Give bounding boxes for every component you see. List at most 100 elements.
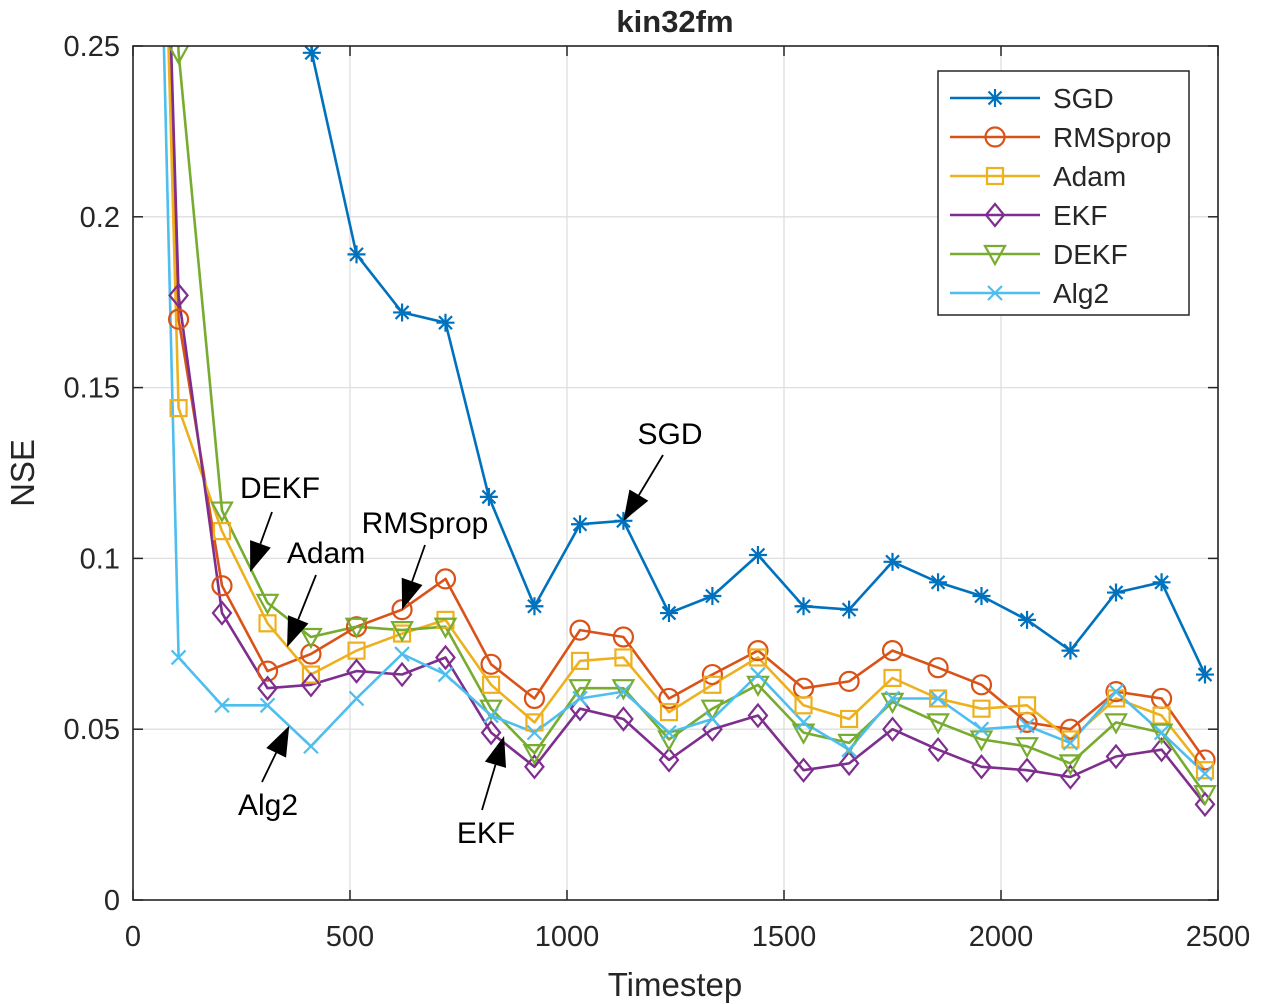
data-point-dekf (522, 744, 547, 766)
annotation-arrow-dekf (259, 511, 273, 545)
data-point-ekf (658, 747, 680, 773)
series-line-ekf (169, 46, 1207, 806)
annotation-label-rmsprop: RMSprop (362, 507, 489, 540)
y-tick-label: 0.05 (64, 714, 120, 746)
data-point-dekf (926, 713, 950, 735)
data-point-ekf (346, 658, 367, 684)
data-point-adam (1195, 761, 1215, 780)
data-point-sgd (929, 573, 948, 592)
data-point-ekf (524, 754, 545, 780)
annotation-arrowhead-adam (287, 615, 309, 648)
data-point-sgd (393, 303, 412, 322)
plot-frame (132, 45, 1219, 901)
data-point-rmsprop (612, 626, 635, 648)
y-tick-label: 0.25 (64, 31, 120, 63)
data-point-alg2 (1108, 683, 1124, 700)
data-point-ekf (211, 600, 233, 626)
data-point-ekf (882, 716, 903, 742)
data-point-adam (169, 398, 188, 418)
data-point-alg2 (526, 724, 543, 741)
data-point-alg2 (973, 721, 990, 737)
y-axis-label: NSE (4, 439, 41, 507)
data-point-rmsprop (1059, 718, 1082, 740)
data-point-dekf (1104, 713, 1128, 735)
data-point-rmsprop (211, 575, 233, 597)
data-point-sgd (794, 597, 813, 616)
legend-marker-sgd (986, 89, 1004, 107)
data-point-sgd (1152, 573, 1171, 592)
data-point-rmsprop (256, 660, 279, 682)
annotation-arrowhead-rmsprop (401, 577, 423, 610)
data-point-alg2 (1197, 765, 1213, 782)
legend-label-adam: Adam (1053, 161, 1126, 192)
data-point-rmsprop (927, 657, 949, 679)
legend-marker-ekf (984, 202, 1006, 228)
data-point-ekf (971, 754, 992, 780)
data-point-dekf (1058, 754, 1083, 776)
data-point-alg2 (1019, 718, 1035, 734)
data-point-sgd (1107, 583, 1126, 602)
data-point-ekf (838, 750, 860, 777)
data-point-dekf (390, 621, 414, 643)
data-point-sgd (302, 46, 321, 62)
legend-box (937, 70, 1190, 316)
annotation-label-ekf: EKF (457, 817, 515, 850)
y-tick-label: 0.15 (64, 373, 120, 405)
data-point-alg2 (884, 690, 901, 707)
data-point-alg2 (259, 697, 276, 714)
series-line-rmsprop (169, 46, 1207, 761)
data-point-adam (525, 713, 544, 732)
data-point-alg2 (170, 649, 187, 666)
data-point-dekf (344, 617, 369, 639)
data-point-alg2 (214, 697, 230, 714)
data-point-rmsprop (747, 640, 769, 662)
annotation-arrowhead-ekf (484, 736, 507, 768)
data-point-dekf (433, 617, 458, 639)
data-point-rmsprop (569, 619, 591, 641)
data-point-sgd (840, 600, 859, 619)
data-point-sgd (972, 586, 991, 605)
data-point-dekf (611, 679, 636, 701)
data-point-sgd (436, 313, 455, 332)
annotation-arrowhead-alg2 (266, 725, 290, 758)
data-point-sgd (703, 586, 722, 605)
data-point-adam (928, 689, 948, 708)
legend-marker-alg2 (987, 285, 1003, 301)
data-point-alg2 (348, 690, 365, 707)
data-point-sgd (571, 515, 590, 534)
data-point-ekf (793, 757, 814, 783)
data-point-alg2 (1062, 735, 1079, 751)
x-tick-label: 2500 (1186, 921, 1251, 953)
legend-label-alg2: Alg2 (1053, 278, 1109, 309)
data-point-adam (659, 703, 679, 722)
data-point-rmsprop (480, 653, 502, 675)
annotation-arrowhead-dekf (250, 540, 271, 573)
data-point-alg2 (1153, 724, 1170, 741)
data-point-adam (703, 675, 722, 694)
x-tick-label: 500 (326, 921, 374, 953)
data-point-rmsprop (1194, 749, 1216, 771)
data-point-dekf (791, 723, 816, 745)
data-point-rmsprop (523, 687, 546, 710)
data-point-sgd (659, 604, 678, 623)
data-point-adam (839, 709, 859, 729)
data-point-ekf (300, 672, 322, 698)
data-point-dekf (255, 593, 280, 616)
data-point-dekf (700, 699, 725, 721)
legend-marker-dekf (983, 244, 1007, 267)
data-point-sgd (1061, 641, 1080, 660)
x-tick-label: 1000 (535, 921, 600, 953)
data-point-adam (481, 675, 501, 694)
data-point-ekf (1194, 791, 1216, 818)
data-point-dekf (1015, 737, 1039, 759)
data-point-alg2 (615, 683, 632, 700)
annotation-arrow-rmsprop (411, 544, 426, 582)
data-point-adam (748, 648, 768, 667)
data-point-alg2 (483, 707, 499, 724)
data-point-adam (301, 665, 321, 684)
y-tick-label: 0 (104, 885, 120, 917)
data-point-ekf (747, 702, 769, 729)
data-point-alg2 (841, 741, 857, 758)
annotation-arrow-adam (297, 574, 317, 620)
